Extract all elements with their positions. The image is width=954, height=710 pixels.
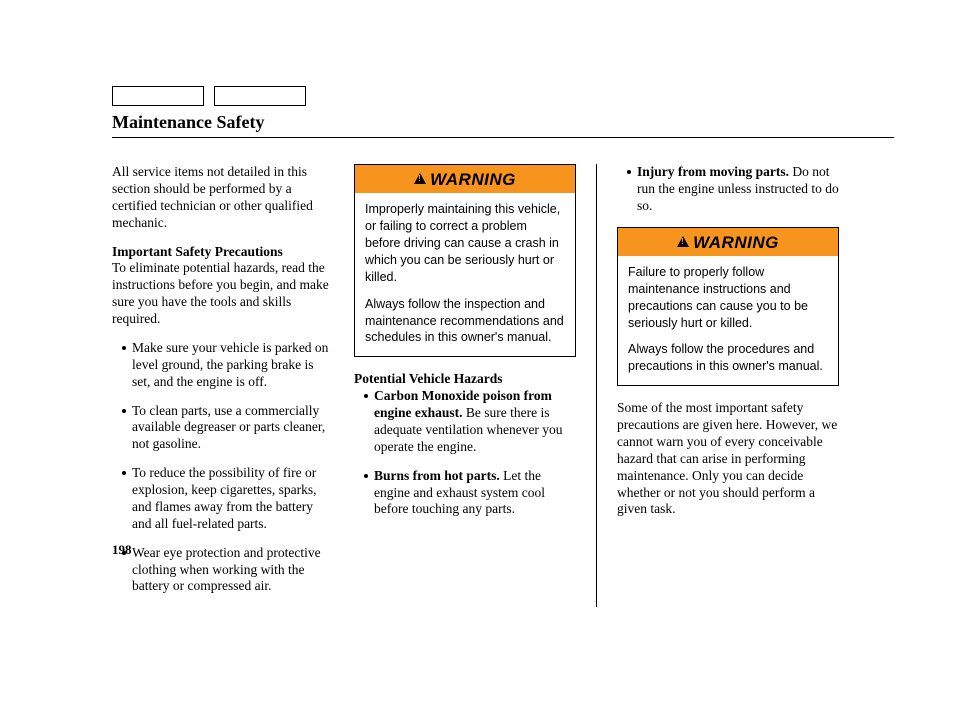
precautions-list: Make sure your vehicle is parked on leve… (112, 340, 334, 595)
warning-body: Failure to properly follow maintenance i… (618, 256, 838, 385)
warning-text-1: Failure to properly follow maintenance i… (628, 264, 828, 332)
list-item: To reduce the possibility of fire or exp… (122, 465, 334, 533)
list-item: To clean parts, use a commercially avail… (122, 403, 334, 454)
warning-header: WARNING (355, 165, 575, 193)
warning-label: WARNING (430, 169, 516, 190)
warning-text-2: Always follow the inspection and mainten… (365, 296, 565, 347)
warning-text-1: Improperly maintaining this vehicle, or … (365, 201, 565, 285)
warning-text-2: Always follow the procedures and precaut… (628, 341, 828, 375)
hazards-list: Carbon Monoxide poison from engine exhau… (354, 388, 576, 518)
list-item: Injury from moving parts. Do not run the… (627, 164, 839, 215)
column-divider (596, 164, 597, 607)
closing-paragraph: Some of the most important safety precau… (617, 400, 839, 518)
precautions-body: To eliminate potential hazards, read the… (112, 260, 329, 326)
tab-box-2 (214, 86, 306, 106)
tab-box-1 (112, 86, 204, 106)
page-title: Maintenance Safety (112, 112, 894, 138)
columns: All service items not detailed in this s… (112, 164, 894, 607)
warning-header: WARNING (618, 228, 838, 256)
list-item: Burns from hot parts. Let the engine and… (364, 468, 576, 519)
precautions-heading: Important Safety Precautions (112, 244, 283, 259)
intro-paragraph: All service items not detailed in this s… (112, 164, 334, 232)
list-item: Wear eye protection and protective cloth… (122, 545, 334, 596)
page-number: 198 (112, 542, 132, 558)
warning-box-1: WARNING Improperly maintaining this vehi… (354, 164, 576, 357)
hazards-list-cont: Injury from moving parts. Do not run the… (617, 164, 839, 215)
list-item: Make sure your vehicle is parked on leve… (122, 340, 334, 391)
warning-triangle-icon (414, 173, 426, 184)
hazards-heading: Potential Vehicle Hazards (354, 371, 576, 388)
tab-row (112, 86, 894, 106)
list-item: Carbon Monoxide poison from engine exhau… (364, 388, 576, 456)
column-1: All service items not detailed in this s… (112, 164, 334, 607)
warning-box-2: WARNING Failure to properly follow maint… (617, 227, 839, 387)
precautions-paragraph: Important Safety Precautions To eliminat… (112, 244, 334, 328)
column-2: WARNING Improperly maintaining this vehi… (354, 164, 576, 607)
column-3: Injury from moving parts. Do not run the… (617, 164, 839, 607)
warning-triangle-icon (677, 236, 689, 247)
warning-body: Improperly maintaining this vehicle, or … (355, 193, 575, 356)
hazard-bold: Burns from hot parts. (374, 468, 500, 483)
warning-label: WARNING (693, 232, 779, 253)
hazard-bold: Injury from moving parts. (637, 164, 789, 179)
